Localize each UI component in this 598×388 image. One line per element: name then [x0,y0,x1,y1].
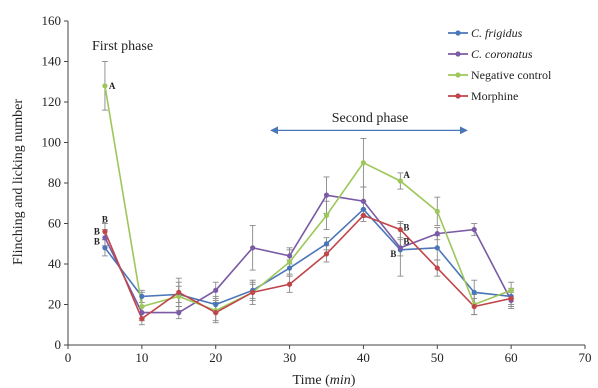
legend-label-negative-control: Negative control [471,68,552,82]
data-point-c-coronatus [250,245,256,251]
axes [64,20,586,349]
data-point-morphine [323,251,330,257]
data-point-c-frigidus [471,289,477,295]
data-point-morphine [508,295,514,302]
y-tick-label: 160 [42,13,62,28]
data-point-c-frigidus [286,265,293,271]
x-axis-label: Time (min) [293,373,356,388]
data-point-morphine [360,212,367,218]
significance-letter: B [390,249,396,259]
data-point-c-coronatus [176,310,182,316]
data-point-c-coronatus [139,310,145,316]
data-point-c-coronatus [323,192,330,198]
legend: C. frigidus C. coronatus Negative control M… [448,26,552,103]
series-line-c-frigidus [104,208,512,306]
legend-label-c-coronatus: C. coronatus [471,47,533,61]
data-point-morphine [139,316,145,322]
data-point-c-frigidus [323,241,330,247]
tick-labels: 0 10 20 30 40 50 60 70 0 20 40 60 80 100 120 140 160 [42,13,592,365]
x-tick-label: 20 [209,350,222,365]
y-tick-label: 140 [42,54,62,69]
series-points [102,83,514,322]
legend-marker-negative-control [455,72,461,78]
data-point-negative-control [139,303,145,310]
data-point-c-coronatus [434,231,440,237]
legend-label-c-frigidus: C. frigidus [471,26,523,40]
y-tick-label: 100 [42,135,62,150]
data-point-morphine [250,289,256,295]
data-point-negative-control [508,287,514,293]
data-point-c-coronatus [102,235,108,241]
x-tick-label: 70 [579,350,592,365]
y-tick-label: 20 [48,297,61,312]
significance-letter: A [109,81,116,91]
y-axis-label: Flinching and licking number [11,99,26,265]
data-point-negative-control [286,259,293,265]
series-line-morphine [104,214,512,320]
data-point-morphine [176,289,182,295]
data-point-c-coronatus [213,287,219,293]
series-lines [104,85,512,320]
data-point-negative-control [323,212,330,218]
significance-letter: B [94,237,100,247]
data-point-negative-control [397,178,403,184]
x-tick-label: 30 [283,350,296,365]
x-axis-label-unit: min [330,373,351,388]
significance-letter: B [403,223,409,233]
y-tick-label: 80 [48,175,61,190]
x-tick-label: 50 [431,350,444,365]
series-line-negative-control [104,85,512,312]
data-point-morphine [471,303,477,310]
x-tick-label: 60 [505,350,518,365]
data-point-morphine [102,229,108,235]
x-tick-label: 0 [65,350,72,365]
x-tick-label: 40 [357,350,370,365]
x-tick-label: 10 [135,350,148,365]
legend-marker-c-frigidus [455,30,461,36]
error-bars [101,61,515,326]
data-point-negative-control [102,83,108,89]
second-phase-label: Second phase [332,111,409,126]
y-tick-label: 40 [48,256,61,271]
data-point-negative-control [176,293,182,299]
data-point-morphine [213,310,219,316]
significance-letter: A [403,170,410,180]
data-point-c-frigidus [434,245,440,251]
x-axis-label-part: Time ( [293,373,331,388]
data-point-c-frigidus [139,293,145,299]
series-line-c-coronatus [104,194,512,314]
legend-marker-c-coronatus [455,51,461,57]
y-tick-label: 120 [42,94,62,109]
data-point-negative-control [360,160,367,166]
data-point-c-frigidus [213,301,219,308]
data-point-c-coronatus [360,198,367,204]
data-point-c-coronatus [286,253,293,259]
y-tick-label: 0 [55,337,62,352]
legend-marker-morphine [455,93,461,99]
x-axis-label-part: ) [351,373,356,388]
data-point-morphine [434,265,440,271]
data-point-c-coronatus [397,245,403,251]
first-phase-label: First phase [92,39,153,54]
significance-letter: B [94,227,100,237]
legend-label-morphine: Morphine [471,89,518,103]
data-point-morphine [397,226,403,233]
data-point-morphine [286,281,293,287]
y-tick-label: 60 [48,216,61,231]
data-point-c-frigidus [102,245,108,251]
significance-letter: B [403,237,409,247]
data-point-negative-control [434,208,440,214]
data-point-c-frigidus [360,206,367,212]
data-point-c-coronatus [471,226,477,233]
significance-letter: B [102,214,108,224]
